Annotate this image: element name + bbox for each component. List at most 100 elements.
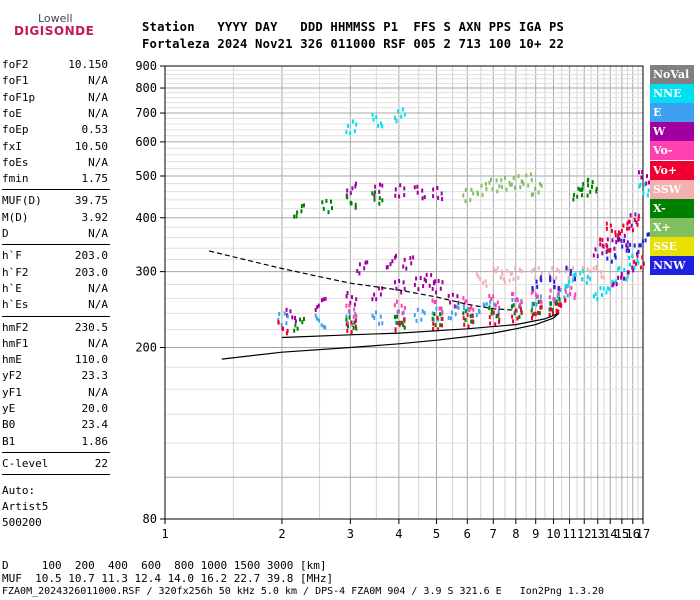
data-point — [355, 181, 357, 186]
x-tick-label: 17 — [636, 527, 650, 541]
data-point — [432, 194, 435, 199]
param-row-d: D N/A — [2, 227, 108, 243]
separator-line — [2, 315, 110, 317]
data-point — [347, 309, 350, 314]
data-point — [621, 244, 624, 249]
data-point — [454, 312, 457, 317]
data-point — [394, 280, 396, 285]
dashed-profile-curve — [209, 250, 516, 311]
data-point — [539, 299, 542, 304]
param-value: N/A — [88, 281, 108, 295]
data-point — [537, 266, 540, 271]
data-point — [517, 275, 520, 280]
data-point — [622, 223, 625, 228]
data-point — [439, 306, 442, 311]
data-point — [469, 198, 472, 202]
data-point — [540, 271, 543, 276]
data-point — [592, 253, 595, 258]
data-point — [614, 233, 617, 238]
data-point — [589, 276, 592, 281]
x-tick-label: 11 — [562, 527, 576, 541]
data-point — [299, 317, 301, 322]
logo-text-lowell: Lowell — [38, 12, 73, 25]
data-point — [629, 262, 631, 267]
data-point — [520, 269, 523, 274]
data-point — [620, 239, 623, 243]
data-point — [525, 173, 528, 178]
data-point — [646, 232, 649, 237]
param-value: 203.0 — [74, 249, 108, 263]
data-point — [611, 238, 614, 243]
data-point — [504, 280, 506, 285]
param-label: yF1 — [2, 385, 22, 399]
data-point — [373, 292, 376, 297]
data-point — [627, 270, 630, 275]
data-point — [496, 189, 499, 194]
data-point — [553, 284, 556, 289]
data-point — [358, 271, 361, 276]
data-point — [633, 243, 636, 248]
data-point — [464, 318, 467, 322]
data-point — [400, 114, 403, 119]
data-point — [345, 317, 348, 322]
data-point — [635, 220, 638, 225]
legend-item-sse: SSE — [650, 236, 694, 256]
data-point — [548, 271, 551, 276]
data-point — [322, 206, 325, 211]
data-point — [595, 268, 598, 273]
data-point — [511, 291, 513, 296]
data-point — [420, 317, 423, 322]
data-point — [613, 246, 616, 251]
param-value: N/A — [88, 106, 108, 120]
data-point — [500, 178, 503, 183]
param-row-hmf1: hmF1 N/A — [2, 337, 108, 353]
data-point — [423, 277, 426, 282]
data-point — [401, 107, 404, 112]
x-tick-label: 15 — [615, 527, 629, 541]
data-point — [594, 292, 597, 297]
data-point — [554, 301, 557, 306]
data-point — [316, 316, 318, 321]
data-point — [455, 304, 458, 309]
data-point — [623, 267, 626, 272]
param-row-yf2: yF2 23.3 — [2, 369, 108, 385]
data-point — [617, 275, 620, 280]
data-point — [470, 319, 473, 324]
data-point — [490, 177, 492, 182]
data-point — [516, 298, 519, 303]
data-point — [447, 316, 450, 320]
legend-item-e: E — [650, 103, 694, 123]
data-point — [623, 233, 626, 238]
data-point — [325, 198, 328, 203]
data-point — [373, 315, 376, 320]
data-point — [535, 279, 538, 284]
param-label: foF1p — [2, 90, 36, 104]
data-point — [558, 296, 561, 301]
data-point — [489, 321, 492, 326]
data-point — [614, 230, 617, 235]
data-point — [421, 196, 424, 201]
data-point — [516, 316, 519, 321]
data-point — [565, 265, 568, 270]
param-label: yF2 — [2, 369, 22, 383]
data-point — [278, 312, 281, 316]
data-point — [633, 265, 636, 270]
data-point — [410, 261, 413, 266]
data-point — [639, 243, 642, 248]
data-point — [396, 314, 398, 319]
data-point — [508, 180, 511, 185]
data-point — [349, 131, 352, 136]
data-point — [436, 186, 439, 190]
data-point — [566, 293, 569, 298]
data-point — [432, 321, 435, 326]
data-point — [626, 226, 629, 231]
data-point — [296, 326, 299, 331]
param-value: 10.150 — [68, 58, 108, 71]
data-point — [512, 319, 514, 324]
data-point — [595, 264, 598, 269]
y-tick-label: 700 — [135, 106, 157, 120]
data-point — [441, 310, 444, 315]
data-point — [551, 307, 554, 312]
data-point — [613, 253, 616, 258]
data-point — [548, 307, 551, 312]
